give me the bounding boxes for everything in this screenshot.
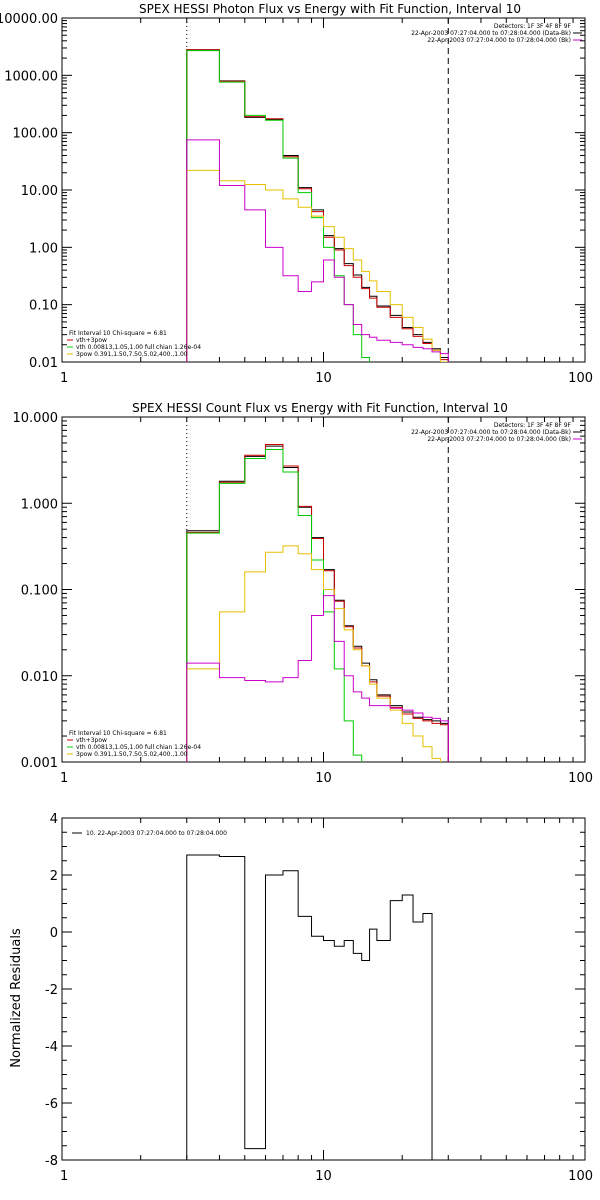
residuals-panel: Normalized Residuals 1 10 100 -8 -6 -4 -2 0 2 4 10… — [9, 812, 593, 1184]
photon-flux-plot-area: 1 10 100 0.01 0.10 1.00 10.00 100.00 1000.00 1000… — [0, 12, 593, 386]
y-tick-label: -4 — [45, 1040, 58, 1055]
y-tick-label: 4 — [50, 812, 58, 827]
count-flux-panel: SPEX HESSI Count Flux vs Energy with Fit… — [13, 401, 594, 786]
residuals-legend-entry: 10. 22-Apr-2003 07:27:04.000 to 07:28:04… — [86, 830, 227, 837]
series-histogram-3 — [186, 169, 449, 362]
y-tick-label: 1.000 — [21, 497, 58, 512]
residuals-plot-area: 1 10 100 -8 -6 -4 -2 0 2 4 10. 22-Apr-2003 07:27:0… — [45, 812, 593, 1184]
x-tick-label: 1 — [60, 771, 68, 786]
series-histogram-4 — [186, 595, 449, 762]
count-flux-title: SPEX HESSI Count Flux vs Energy with Fit… — [132, 401, 508, 415]
photon-flux-panel: SPEX HESSI Photon Flux vs Energy with Fi… — [0, 2, 593, 386]
y-tick-label: -6 — [45, 1097, 58, 1112]
y-tick-label: 2 — [50, 869, 58, 884]
y-tick-label: 0 — [50, 926, 58, 941]
axis-frame — [61, 817, 586, 1161]
y-tick-label: 0.100 — [21, 584, 58, 599]
y-tick-label: -8 — [45, 1154, 58, 1169]
fit-legend-entry: vth 0.00813,1.05,1.00 full chian 1.26e-0… — [76, 344, 201, 351]
series-histogram-1 — [186, 443, 449, 762]
photon-flux-title: SPEX HESSI Photon Flux vs Energy with Fi… — [139, 2, 521, 16]
x-tick-label: 100 — [568, 771, 593, 786]
series-histogram-4 — [186, 139, 449, 362]
series-histogram-3 — [186, 545, 441, 762]
series-histogram-0 — [186, 49, 449, 362]
x-tick-label: 10 — [315, 771, 332, 786]
series-histogram-1 — [186, 49, 449, 362]
fit-legend-entry: Fit Interval 10 Chi-square = 6.81 — [69, 730, 167, 737]
fit-legend-entry: Fit Interval 10 Chi-square = 6.81 — [69, 330, 167, 337]
y-tick-label: 0.001 — [21, 756, 58, 771]
y-tick-label: 10.00 — [21, 184, 58, 199]
series-histogram-0 — [186, 445, 449, 762]
series-histogram-2 — [186, 448, 363, 762]
y-tick-label: 100.00 — [13, 127, 59, 142]
series-histogram-2 — [186, 50, 371, 362]
fit-legend-entry: 3pow 0.391,1.50,7.50,5.02,400.,1.00 — [76, 751, 188, 758]
y-tick-label: 1000.00 — [4, 69, 58, 84]
x-tick-label: 10 — [315, 371, 332, 386]
fit-legend-entry: vth+3pow — [76, 737, 107, 744]
residuals-y-axis-label: Normalized Residuals — [9, 928, 24, 1068]
x-tick-label: 1 — [60, 1169, 68, 1184]
fit-legend-entry: 3pow 0.391,1.50,7.50,5.02,400.,1.00 — [76, 351, 188, 358]
legend-entry: 22-Apr-2003 07:27:04.000 to 07:28:04.000… — [427, 37, 571, 44]
legend-entry: Detectors: 1F 3F 4F 8F 9F — [494, 422, 572, 429]
y-tick-label: 10.000 — [13, 411, 59, 426]
count-flux-plot-area: 1 10 100 0.001 0.010 0.100 1.000 10.000 Detector… — [13, 411, 594, 786]
y-tick-label: -2 — [45, 983, 58, 998]
x-tick-label: 1 — [60, 371, 68, 386]
series-histogram-0 — [186, 854, 433, 1160]
y-tick-label: 0.10 — [29, 299, 58, 314]
y-tick-label: 0.010 — [21, 670, 58, 685]
y-tick-label: 10000.00 — [0, 12, 58, 27]
x-tick-label: 100 — [568, 1169, 593, 1184]
x-tick-label: 10 — [315, 1169, 332, 1184]
legend-entry: 22-Apr-2003 07:27:04.000 to 07:28:04.000… — [411, 429, 571, 436]
legend-entry: 22-Apr-2003 07:27:04.000 to 07:28:04.000… — [411, 30, 571, 37]
fit-legend-entry: vth 0.00813,1.05,1.00 full chian 1.26e-0… — [76, 744, 201, 751]
fit-legend-entry: vth+3pow — [76, 337, 107, 344]
legend-entry: 22-Apr-2003 07:27:04.000 to 07:28:04.000… — [427, 436, 571, 443]
y-tick-label: 1.00 — [29, 241, 58, 256]
x-tick-label: 100 — [568, 371, 593, 386]
axis-frame — [61, 17, 586, 363]
legend-entry: Detectors: 1F 3F 4F 8F 9F — [494, 23, 572, 30]
y-tick-label: 0.01 — [29, 356, 58, 371]
